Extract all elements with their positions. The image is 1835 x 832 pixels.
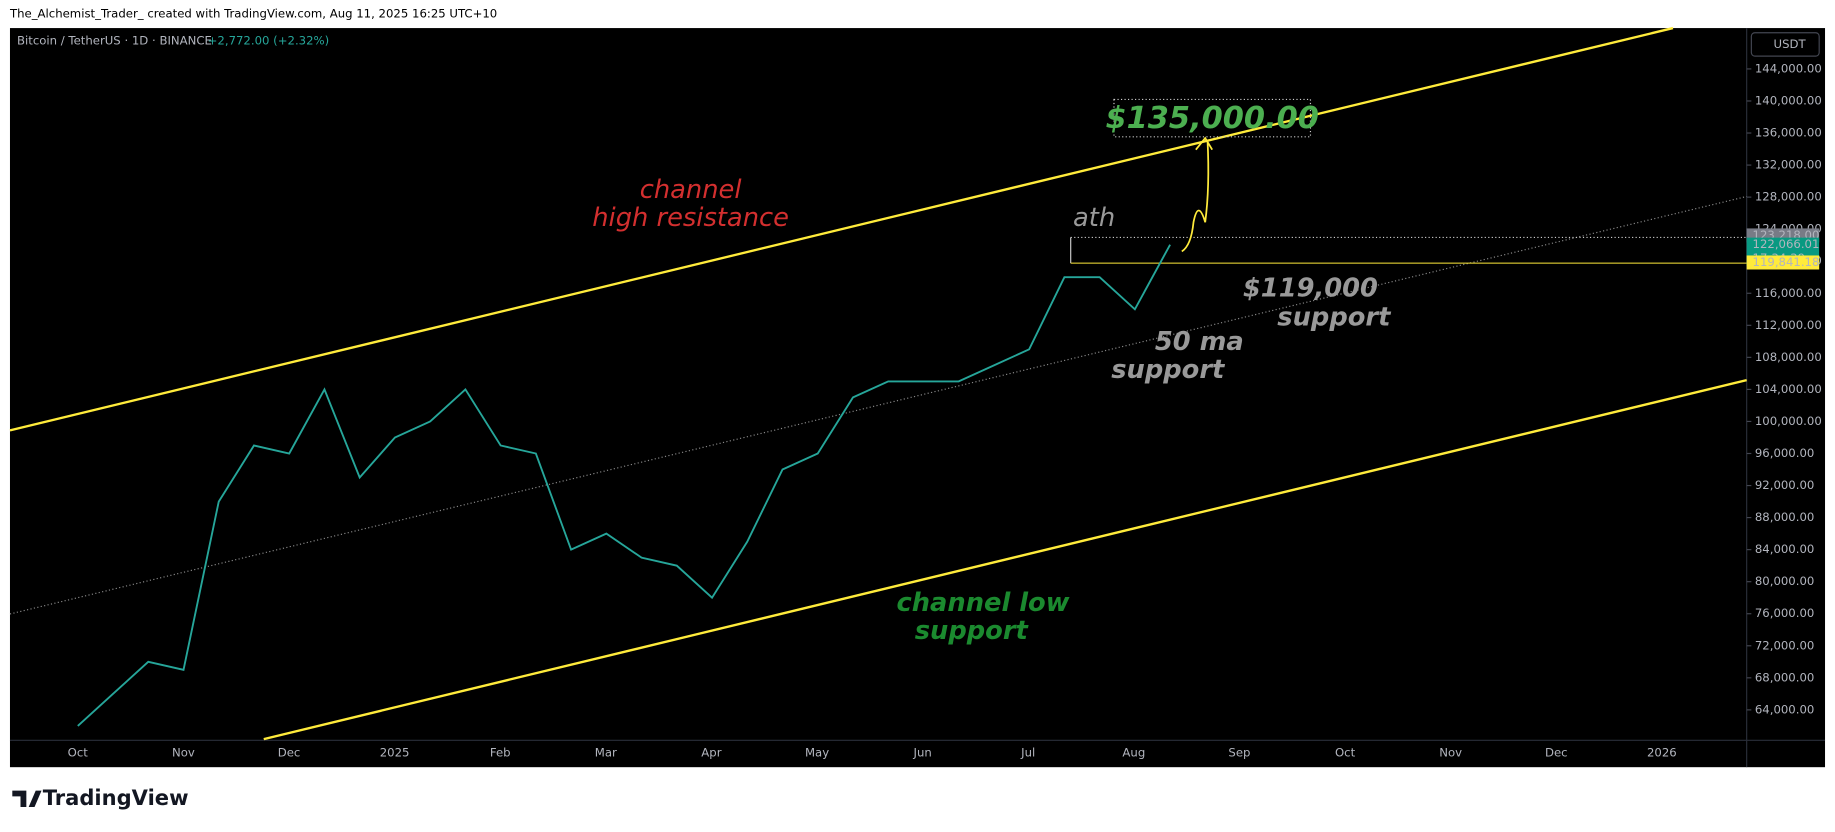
annotation: high resistance <box>592 203 789 233</box>
symbol: Bitcoin / TetherUS · 1D · BINANCE <box>17 33 212 47</box>
change: +2,772.00 (+2.32%) <box>208 33 330 47</box>
x-tick-label: 2025 <box>380 746 410 760</box>
x-tick-label: Jun <box>913 746 932 760</box>
credit: The_Alchemist_Trader_ created with Tradi… <box>9 7 497 21</box>
x-tick-label: Nov <box>1439 746 1462 760</box>
y-tick-label: 84,000.00 <box>1755 542 1814 556</box>
currency-button[interactable] <box>1750 32 1820 57</box>
x-tick-label: Nov <box>172 746 195 760</box>
y-tick-label: 64,000.00 <box>1755 702 1814 716</box>
price-tag-label: 119,841.18 <box>1753 255 1820 269</box>
channel-lower <box>263 378 1747 741</box>
annotation: ath <box>1073 203 1115 233</box>
y-tick-label: 76,000.00 <box>1755 606 1814 620</box>
x-tick-label: Aug <box>1122 746 1145 760</box>
channel-upper <box>9 26 1674 432</box>
channel-mid <box>9 195 1747 615</box>
annotation: support <box>915 616 1030 646</box>
y-tick-label: 136,000.00 <box>1755 126 1822 140</box>
y-tick-label: 116,000.00 <box>1755 286 1822 300</box>
y-tick-label: 104,000.00 <box>1755 382 1822 396</box>
brand: TradingView <box>43 785 189 810</box>
arrow-head <box>1195 136 1213 151</box>
y-tick-label: 112,000.00 <box>1755 318 1822 332</box>
y-tick-label: 92,000.00 <box>1755 478 1814 492</box>
currency: USDT <box>1774 37 1807 51</box>
brand-logo <box>12 790 42 807</box>
x-tick-label: Oct <box>1335 746 1356 760</box>
price-line <box>77 244 1171 727</box>
x-tick-label: Oct <box>68 746 89 760</box>
x-tick-label: Dec <box>278 746 301 760</box>
y-tick-label: 68,000.00 <box>1755 670 1814 684</box>
annotation: channel <box>640 175 743 205</box>
annotation: $119,000 <box>1243 273 1378 303</box>
y-tick-label: 132,000.00 <box>1755 158 1822 172</box>
x-tick-label: Sep <box>1228 746 1250 760</box>
x-tick-label: Apr <box>701 746 721 760</box>
y-tick-label: 100,000.00 <box>1755 414 1822 428</box>
annotation: support <box>1277 303 1392 333</box>
y-tick-label: 88,000.00 <box>1755 510 1814 524</box>
projection-arrow <box>1181 140 1210 253</box>
x-tick-label: Feb <box>490 746 511 760</box>
annotation: 50 ma <box>1155 327 1244 357</box>
x-tick-label: Dec <box>1545 746 1568 760</box>
y-tick-label: 128,000.00 <box>1755 190 1822 204</box>
x-tick-label: Mar <box>595 746 617 760</box>
price-tag <box>1746 255 1820 270</box>
x-tick-label: Jul <box>1020 746 1035 760</box>
annotation: support <box>1111 355 1226 385</box>
y-tick-label: 144,000.00 <box>1755 61 1822 75</box>
x-tick-label: 2026 <box>1647 746 1677 760</box>
price-tag-label: 122,066.01 <box>1753 237 1820 251</box>
chart-panel <box>9 28 1826 768</box>
annotation: channel low <box>896 588 1069 618</box>
y-tick-label: 96,000.00 <box>1755 446 1814 460</box>
target-box <box>1113 98 1312 138</box>
y-tick-label: 80,000.00 <box>1755 574 1814 588</box>
target-label: $135,000.00 <box>1106 101 1319 136</box>
x-tick-label: May <box>805 746 829 760</box>
y-tick-label: 108,000.00 <box>1755 350 1822 364</box>
y-tick-label: 140,000.00 <box>1755 93 1822 107</box>
y-tick-label: 72,000.00 <box>1755 638 1814 652</box>
